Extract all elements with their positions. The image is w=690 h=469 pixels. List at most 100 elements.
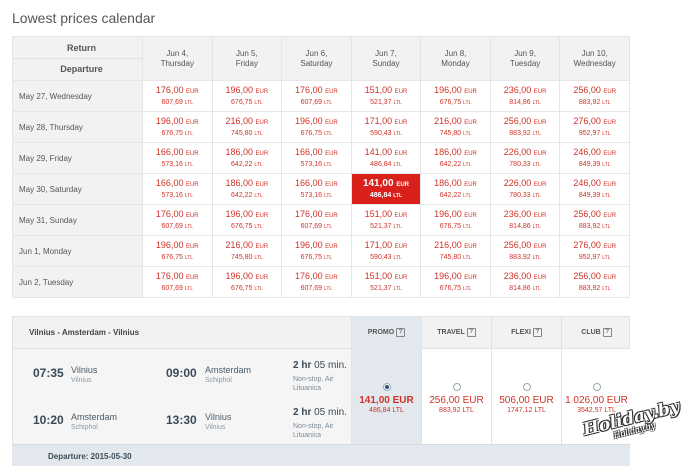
price-ltl: 814,86 LTL — [509, 98, 541, 106]
price-cell[interactable]: 246,00 EUR 849,39 LTL — [559, 142, 630, 174]
price-cell[interactable]: 196,00 EUR 676,75 LTL — [281, 235, 352, 267]
price-cell[interactable]: 196,00 EUR 676,75 LTL — [420, 80, 491, 112]
info-icon[interactable]: ? — [466, 327, 476, 337]
price-cell[interactable]: 171,00 EUR 590,43 LTL — [350, 111, 422, 143]
price-cell[interactable]: 216,00 EUR 745,80 LTL — [211, 111, 283, 143]
fare-radio[interactable] — [593, 383, 601, 391]
price-cell[interactable]: 256,00 EUR 883,92 LTL — [559, 80, 630, 112]
price-cell[interactable]: 276,00 EUR 952,97 LTL — [559, 111, 630, 143]
price-eur: 196,00 EUR — [155, 239, 199, 250]
price-eur: 196,00 EUR — [155, 115, 199, 126]
price-cell[interactable]: 166,00 EUR 573,16 LTL — [281, 142, 352, 174]
page-title: Lowest prices calendar — [12, 10, 156, 26]
fare-option-club[interactable]: 1 026,00 EUR 3542,57 LTL — [561, 349, 631, 445]
price-eur: 256,00 EUR — [573, 208, 617, 219]
price-ltl: 883,92 LTL — [578, 98, 611, 106]
price-cell[interactable]: 196,00 EUR 676,75 LTL — [281, 111, 352, 143]
price-cell[interactable]: 236,00 EUR 814,86 LTL — [489, 204, 561, 236]
lowest-prices-calendar: Return Departure Jun 4, Thursday Jun 5, Fri… — [12, 36, 630, 298]
price-cell[interactable]: 176,00 EUR 607,69 LTL — [142, 266, 213, 298]
fare-option-promo[interactable]: 141,00 EUR 486,84 LTL — [351, 349, 421, 445]
price-cell[interactable]: 151,00 EUR 521,37 LTL — [350, 266, 422, 298]
price-ltl: 607,69 LTL — [300, 222, 333, 230]
price-ltl: 607,69 LTL — [161, 284, 194, 292]
info-icon[interactable]: ? — [532, 327, 542, 337]
arrival-airport: Vilnius — [205, 424, 226, 431]
price-cell[interactable]: 196,00 EUR 676,75 LTL — [142, 235, 213, 267]
price-cell[interactable]: 216,00 EUR 745,80 LTL — [420, 235, 491, 267]
price-ltl: 642,22 LTL — [231, 160, 263, 168]
price-cell[interactable]: 176,00 EUR 607,69 LTL — [142, 204, 213, 236]
price-cell[interactable]: 176,00 EUR 607,69 LTL — [281, 80, 352, 112]
flight-details: Vilnius - Amsterdam - Vilnius PROMO? TRAV… — [12, 316, 631, 466]
fare-radio[interactable] — [453, 383, 461, 391]
price-cell[interactable]: 196,00 EUR 676,75 LTL — [211, 80, 283, 112]
price-cell[interactable]: 256,00 EUR 883,92 LTL — [559, 204, 630, 236]
price-cell[interactable]: 176,00 EUR 607,69 LTL — [281, 204, 352, 236]
price-cell[interactable]: 256,00 EUR 883,92 LTL — [489, 235, 561, 267]
price-cell[interactable]: 186,00 EUR 642,22 LTL — [211, 173, 283, 205]
price-cell-selected[interactable]: 141,00 EUR 486,84 LTL — [350, 173, 422, 205]
price-cell[interactable]: 176,00 EUR 607,69 LTL — [142, 80, 213, 112]
departure-bar: Departure: 2015-05-30 — [12, 444, 630, 466]
info-icon[interactable]: ? — [602, 327, 612, 337]
price-cell[interactable]: 276,00 EUR 952,97 LTL — [559, 235, 630, 267]
price-cell[interactable]: 166,00 EUR 573,16 LTL — [142, 173, 213, 205]
price-eur: 256,00 EUR — [503, 115, 547, 126]
info-icon[interactable]: ? — [396, 327, 406, 337]
price-ltl: 573,16 LTL — [300, 191, 333, 199]
price-cell[interactable]: 196,00 EUR 676,75 LTL — [420, 266, 491, 298]
price-eur: 226,00 EUR — [503, 177, 547, 188]
calendar-row: May 27, Wednesday 176,00 EUR 607,69 LTL 196… — [12, 80, 630, 112]
outbound-leg: 07:35 Vilnius Vilnius 09:00 Amsterdam Sc… — [13, 353, 351, 397]
price-ltl: 642,22 LTL — [231, 191, 263, 199]
fare-price-ltl: 486,84 LTL — [369, 407, 404, 414]
calendar-row: Jun 1, Monday 196,00 EUR 676,75 LTL 216,00 … — [12, 235, 630, 267]
price-cell[interactable]: 196,00 EUR 676,75 LTL — [211, 204, 283, 236]
price-cell[interactable]: 151,00 EUR 521,37 LTL — [350, 204, 422, 236]
price-cell[interactable]: 176,00 EUR 607,69 LTL — [281, 266, 352, 298]
calendar-row: May 28, Thursday 196,00 EUR 676,75 LTL 216,… — [12, 111, 630, 143]
price-ltl: 952,97 LTL — [578, 129, 611, 137]
return-date-header: Jun 10, Wednesday — [559, 36, 630, 81]
price-cell[interactable]: 186,00 EUR 642,22 LTL — [420, 142, 491, 174]
price-cell[interactable]: 226,00 EUR 780,33 LTL — [489, 173, 561, 205]
price-cell[interactable]: 166,00 EUR 573,16 LTL — [142, 142, 213, 174]
price-cell[interactable]: 246,00 EUR 849,39 LTL — [559, 173, 630, 205]
price-ltl: 521,37 LTL — [370, 222, 402, 230]
flight-duration: 2 hr 05 min. — [293, 407, 347, 418]
fare-option-travel[interactable]: 256,00 EUR 883,92 LTL — [421, 349, 491, 445]
price-cell[interactable]: 141,00 EUR 486,84 LTL — [350, 142, 422, 174]
fare-radio[interactable] — [383, 383, 391, 391]
price-ltl: 573,16 LTL — [300, 160, 333, 168]
departure-date-label: May 28, Thursday — [12, 111, 143, 143]
fare-option-flexi[interactable]: 506,00 EUR 1747,12 LTL — [491, 349, 561, 445]
price-cell[interactable]: 186,00 EUR 642,22 LTL — [211, 142, 283, 174]
price-cell[interactable]: 216,00 EUR 745,80 LTL — [211, 235, 283, 267]
price-cell[interactable]: 171,00 EUR 590,43 LTL — [350, 235, 422, 267]
price-eur: 236,00 EUR — [503, 208, 547, 219]
price-cell[interactable]: 216,00 EUR 745,80 LTL — [420, 111, 491, 143]
departure-city: Vilnius — [71, 365, 98, 375]
price-cell[interactable]: 226,00 EUR 780,33 LTL — [489, 142, 561, 174]
price-cell[interactable]: 186,00 EUR 642,22 LTL — [420, 173, 491, 205]
price-cell[interactable]: 196,00 EUR 676,75 LTL — [142, 111, 213, 143]
calendar-row: May 30, Saturday 166,00 EUR 573,16 LTL 186,… — [12, 173, 630, 205]
fare-radio[interactable] — [523, 383, 531, 391]
price-cell[interactable]: 256,00 EUR 883,92 LTL — [489, 111, 561, 143]
price-eur: 176,00 EUR — [155, 208, 199, 219]
fare-price-ltl: 883,92 LTL — [439, 407, 474, 414]
departure-date: Departure: 2015-05-30 — [48, 452, 132, 461]
price-cell[interactable]: 196,00 EUR 676,75 LTL — [211, 266, 283, 298]
return-label: Return — [13, 37, 142, 59]
price-cell[interactable]: 256,00 EUR 883,92 LTL — [559, 266, 630, 298]
price-cell[interactable]: 236,00 EUR 814,86 LTL — [489, 80, 561, 112]
departure-date-label: May 29, Friday — [12, 142, 143, 174]
price-cell[interactable]: 196,00 EUR 676,75 LTL — [420, 204, 491, 236]
price-ltl: 780,33 LTL — [509, 191, 541, 199]
price-eur: 196,00 EUR — [434, 84, 477, 95]
price-ltl: 814,86 LTL — [509, 222, 541, 230]
price-cell[interactable]: 236,00 EUR 814,86 LTL — [489, 266, 561, 298]
price-cell[interactable]: 166,00 EUR 573,16 LTL — [281, 173, 352, 205]
price-cell[interactable]: 151,00 EUR 521,37 LTL — [350, 80, 422, 112]
